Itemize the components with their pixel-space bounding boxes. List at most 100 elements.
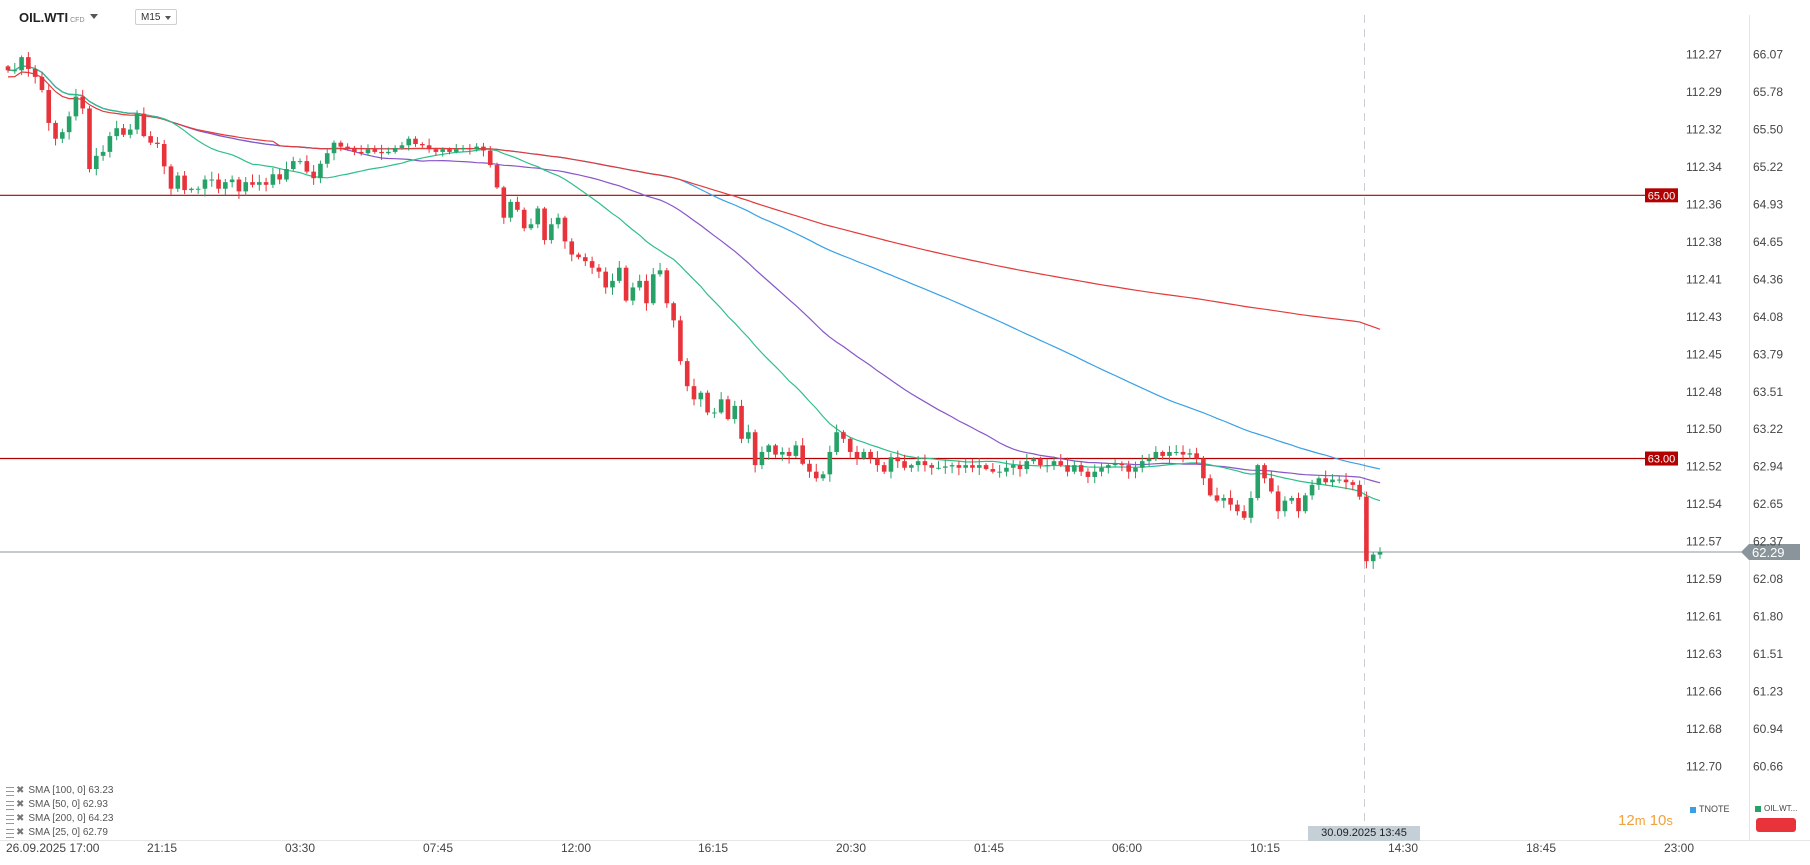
- candle-body: [773, 445, 778, 455]
- settings-icon[interactable]: [6, 814, 14, 824]
- candle-countdown: 12m 10s: [1618, 812, 1673, 829]
- legend-swatch: [1755, 805, 1761, 812]
- candle-body: [1248, 498, 1254, 518]
- indicator-row[interactable]: ✖ SMA [50, 0] 62.93: [6, 798, 113, 812]
- candle-body: [1160, 451, 1165, 456]
- price-tick-label: 63.51: [1753, 385, 1783, 399]
- candle-body: [66, 116, 72, 133]
- candle-body: [290, 161, 296, 169]
- candle-body: [32, 68, 38, 77]
- crosshair-date-label: 30.09.2025 13:45: [1308, 826, 1420, 841]
- price-tick-label: 64.08: [1753, 310, 1783, 324]
- time-tick-label: 10:15: [1250, 841, 1280, 855]
- candle-body: [875, 458, 880, 466]
- candle-body: [121, 128, 126, 135]
- close-icon[interactable]: ✖: [16, 813, 25, 824]
- candle-body: [1173, 451, 1179, 453]
- settings-icon[interactable]: [6, 828, 14, 838]
- candle-body: [284, 168, 289, 180]
- candle-body: [161, 143, 167, 167]
- candle-body: [1214, 495, 1220, 501]
- candle-body: [1302, 495, 1308, 512]
- candle-body: [1228, 498, 1233, 505]
- candle-body: [318, 163, 323, 179]
- candle-body: [630, 287, 636, 301]
- candle-body: [569, 241, 575, 255]
- candle-body: [752, 432, 758, 466]
- candle-body: [909, 465, 914, 468]
- price-tick-label: 65.22: [1753, 160, 1783, 174]
- candle-body: [881, 465, 887, 472]
- candle-body: [39, 76, 45, 91]
- price-tick-label: 60.94: [1753, 722, 1783, 736]
- secondary-tick-label: 112.57: [1686, 535, 1722, 549]
- symbol-title[interactable]: OIL.WTI CFD: [19, 10, 85, 25]
- settings-icon[interactable]: [6, 800, 14, 810]
- settings-icon[interactable]: [6, 786, 14, 796]
- candle-body: [392, 147, 398, 152]
- candle-body: [970, 465, 975, 468]
- candle-body: [1364, 496, 1369, 562]
- candle-body: [1207, 478, 1213, 496]
- time-tick-label: 12:00: [561, 841, 591, 855]
- indicator-row[interactable]: ✖ SMA [25, 0] 62.79: [6, 826, 113, 840]
- time-tick-label: 18:45: [1526, 841, 1556, 855]
- candle-body: [779, 451, 785, 455]
- indicator-label: SMA [100, 0] 63.23: [28, 785, 114, 796]
- legend-item-oil[interactable]: OIL.WT...: [1755, 804, 1797, 813]
- candle-body: [189, 188, 194, 191]
- candle-body: [127, 129, 133, 135]
- candle-body: [725, 399, 731, 420]
- candle-body: [494, 165, 500, 188]
- candle-body: [80, 96, 86, 109]
- price-tick-label: 62.08: [1753, 572, 1783, 586]
- candle-body: [100, 151, 106, 156]
- time-tick-label: 20:30: [836, 841, 866, 855]
- candle-body: [1235, 504, 1240, 512]
- legend-label: TNOTE: [1699, 804, 1730, 814]
- candle-body: [637, 280, 642, 288]
- candle-body: [576, 254, 581, 258]
- candle-body: [1377, 551, 1383, 555]
- candle-body: [433, 149, 439, 152]
- candle-body: [650, 274, 656, 304]
- timer-seconds: 10: [1649, 812, 1667, 829]
- candle-body: [813, 471, 819, 479]
- candle-body: [515, 201, 520, 210]
- indicator-list: ✖ SMA [100, 0] 63.23 ✖ SMA [50, 0] 62.93 ✖…: [6, 784, 113, 840]
- candle-body: [963, 465, 968, 468]
- candle-body: [277, 174, 282, 180]
- secondary-tick-label: 112.54: [1686, 497, 1722, 511]
- timeframe-select[interactable]: M15: [135, 9, 177, 25]
- time-tick-label: 01:45: [974, 841, 1004, 855]
- secondary-tick-label: 112.68: [1686, 722, 1722, 736]
- indicator-row[interactable]: ✖ SMA [100, 0] 63.23: [6, 784, 113, 798]
- candle-body: [1004, 467, 1009, 472]
- candle-body: [521, 209, 527, 229]
- candle-body: [800, 445, 805, 464]
- candle-body: [175, 175, 181, 189]
- candle-body: [257, 182, 262, 185]
- legend-item-tnote[interactable]: TNOTE: [1690, 804, 1730, 814]
- candle-body: [386, 151, 391, 154]
- candle-body: [46, 90, 52, 123]
- sell-button[interactable]: [1756, 818, 1796, 832]
- candle-body: [949, 465, 955, 467]
- close-icon[interactable]: ✖: [16, 799, 25, 810]
- secondary-tick-label: 112.66: [1686, 685, 1722, 699]
- candle-body: [956, 465, 962, 468]
- candle-body: [26, 57, 31, 69]
- candle-body: [1078, 465, 1084, 472]
- candle-body: [1010, 465, 1016, 468]
- close-icon[interactable]: ✖: [16, 827, 25, 838]
- close-icon[interactable]: ✖: [16, 785, 25, 796]
- candle-body: [616, 267, 622, 281]
- price-tick-label: 66.07: [1753, 48, 1783, 62]
- indicator-row[interactable]: ✖ SMA [200, 0] 64.23: [6, 812, 113, 826]
- candle-body: [399, 145, 405, 148]
- candle-body: [943, 466, 948, 468]
- chevron-down-icon[interactable]: [90, 14, 98, 19]
- candle-body: [712, 412, 717, 414]
- price-level-tag: [1645, 451, 1678, 466]
